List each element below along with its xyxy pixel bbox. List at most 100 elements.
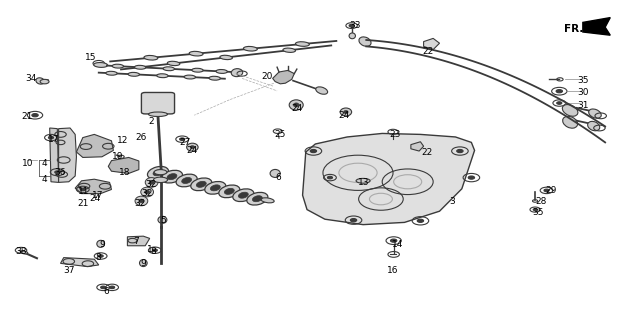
Ellipse shape [261,198,274,203]
Ellipse shape [189,52,203,56]
Ellipse shape [145,178,158,187]
Text: 18: 18 [119,168,131,177]
Ellipse shape [36,78,45,84]
Text: 32: 32 [141,189,152,198]
Text: 34: 34 [25,74,36,83]
Ellipse shape [589,109,601,118]
Circle shape [48,136,54,139]
Text: 21: 21 [22,112,33,121]
Text: 26: 26 [136,133,147,142]
Ellipse shape [224,188,234,194]
Circle shape [180,138,185,140]
Text: 31: 31 [577,101,589,110]
Ellipse shape [161,170,183,183]
Circle shape [55,171,60,173]
FancyBboxPatch shape [141,92,175,114]
Polygon shape [273,70,294,84]
Text: 25: 25 [275,130,286,139]
Text: 35: 35 [577,76,589,85]
Polygon shape [127,236,150,246]
Ellipse shape [316,87,327,94]
Text: 7: 7 [132,237,139,246]
Text: 33: 33 [350,21,361,30]
Circle shape [349,24,354,27]
Text: 22: 22 [421,148,433,156]
Ellipse shape [210,185,220,191]
Circle shape [557,102,562,104]
Ellipse shape [196,181,206,187]
Text: 8: 8 [96,253,102,262]
Ellipse shape [216,69,227,73]
Ellipse shape [344,110,348,114]
Text: FR.: FR. [564,24,583,34]
Ellipse shape [192,68,203,72]
Text: 37: 37 [63,266,75,275]
Circle shape [390,239,397,242]
Ellipse shape [168,61,180,66]
Ellipse shape [182,178,192,183]
Ellipse shape [190,178,212,191]
Circle shape [544,189,549,192]
Ellipse shape [356,179,370,183]
Polygon shape [76,134,113,157]
Polygon shape [75,179,111,194]
Ellipse shape [167,174,177,180]
Ellipse shape [204,181,226,194]
Ellipse shape [562,116,578,128]
Ellipse shape [135,196,148,206]
Text: 29: 29 [545,186,557,195]
Text: 27: 27 [179,138,190,147]
Text: 23: 23 [389,130,401,139]
Text: 6: 6 [275,173,282,182]
Text: 30: 30 [577,88,589,97]
Text: 13: 13 [358,178,369,187]
Ellipse shape [97,240,104,247]
Ellipse shape [112,64,124,68]
Text: 1: 1 [147,245,153,254]
Circle shape [457,149,463,153]
Text: 24: 24 [89,194,101,203]
Text: 35: 35 [533,208,544,217]
Ellipse shape [293,103,299,107]
Text: 8: 8 [150,247,156,256]
Text: 15: 15 [85,53,97,62]
Polygon shape [413,146,424,154]
Ellipse shape [106,71,117,75]
Circle shape [80,188,85,191]
Text: 9: 9 [140,260,147,268]
Text: 14: 14 [392,240,404,249]
Text: 16: 16 [387,266,399,275]
Ellipse shape [154,177,168,182]
Ellipse shape [163,67,175,71]
Text: 9: 9 [99,240,105,249]
Circle shape [468,176,475,179]
Polygon shape [108,157,139,173]
Circle shape [32,114,38,117]
Polygon shape [61,258,99,267]
Ellipse shape [144,55,158,60]
Ellipse shape [134,65,146,69]
Text: 4: 4 [42,175,47,184]
Polygon shape [411,142,424,151]
Ellipse shape [141,187,154,197]
Polygon shape [59,128,76,182]
Text: 32: 32 [134,199,146,208]
Ellipse shape [231,69,243,76]
Text: 20: 20 [262,72,273,81]
Ellipse shape [349,33,355,39]
Text: 28: 28 [536,197,547,206]
Ellipse shape [184,75,196,79]
Text: 38: 38 [15,247,27,256]
Text: 3: 3 [449,197,455,206]
Text: 24: 24 [291,104,303,113]
Circle shape [556,90,562,93]
Ellipse shape [157,74,168,78]
Text: 21: 21 [77,199,89,208]
Ellipse shape [145,190,150,194]
Ellipse shape [283,48,296,52]
Text: 17: 17 [48,135,60,144]
Ellipse shape [220,55,233,60]
Ellipse shape [158,216,167,223]
Circle shape [327,176,333,179]
Ellipse shape [233,189,254,202]
